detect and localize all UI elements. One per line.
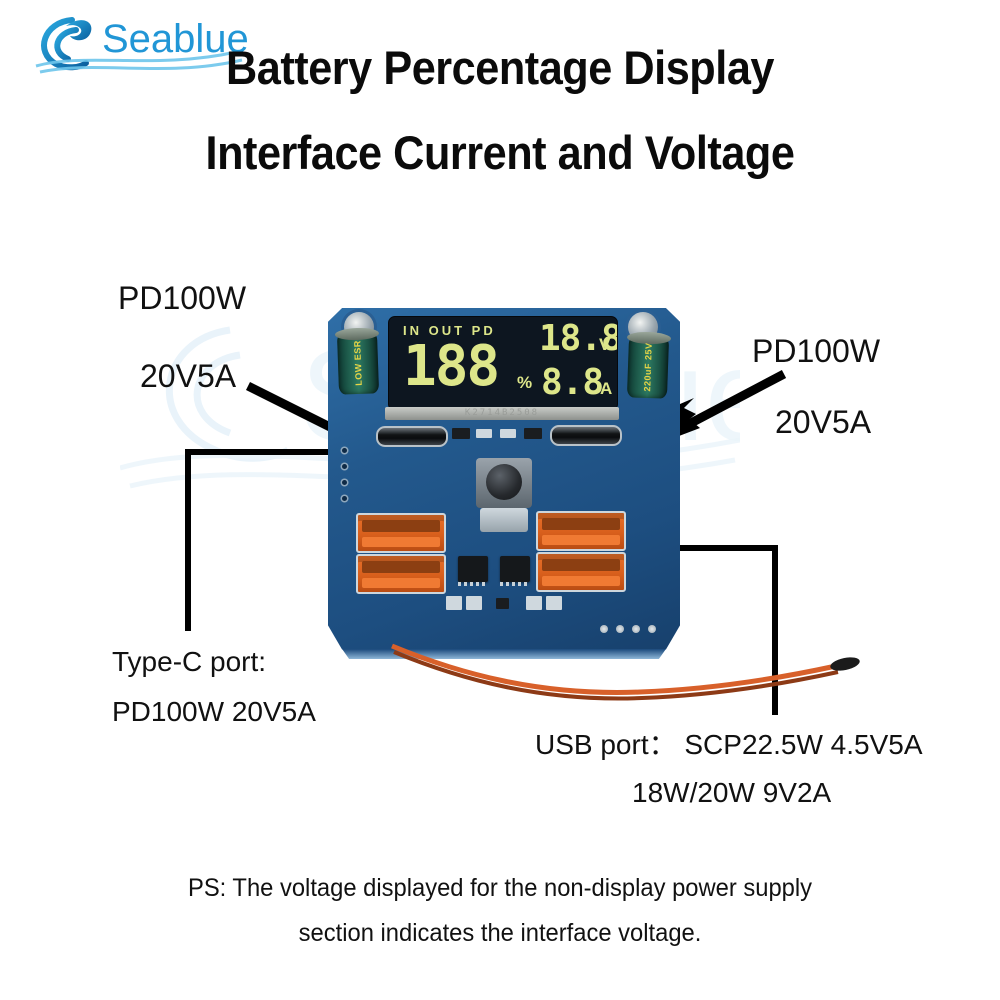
annotation-right-pd-power: PD100W [752,333,881,369]
test-pad-4 [648,625,656,633]
usb-a-port-left-bottom[interactable] [356,554,446,594]
capacitor-right-label: 220uF 25V [642,342,654,392]
lcd-voltage-value: 18.8 [539,318,618,359]
smd-part-3 [446,596,462,610]
usb-a-port-left-bottom-tongue [362,578,440,588]
smd-part-5 [496,598,509,609]
type-c-port-left[interactable] [376,426,448,447]
smd-part-4 [466,596,482,610]
lcd-mode-labels: IN OUT PD [403,323,496,338]
via-3 [342,480,347,485]
annotation-left-pd-spec: 20V5A [140,358,237,394]
lcd-display: IN OUT PD 188 % 18.8 V 8.8 A [388,316,618,411]
thermistor-probe [830,657,860,671]
note-line2: section indicates the interface voltage. [298,919,702,947]
smd-diode-2 [524,428,542,439]
smd-part-6 [526,596,542,610]
lcd-percent-unit: % [517,373,533,392]
lcd-current-unit: A [600,379,613,398]
usb-a-port-left-top-cavity [362,520,440,532]
ic-chip-2-pins [500,582,530,586]
lcd-voltage-unit: V [599,335,611,354]
brand-logo: Seablue [26,8,286,78]
usb-a-port-right-bottom-tongue [542,576,620,586]
inductor [480,508,528,532]
usb-a-port-right-top[interactable] [536,511,626,551]
brand-name: Seablue [102,17,249,61]
ic-chip-2 [500,556,530,586]
lcd-percent-value: 188 [403,334,500,399]
capacitor-right: 220uF 25V [626,331,672,399]
ic-chip-1 [458,556,488,586]
wave-icon: Seablue [35,17,249,74]
annotation-typec-spec: PD100W 20V5A [112,696,316,727]
smd-part-2 [500,429,516,438]
usb-a-port-left-bottom-cavity [362,561,440,573]
smd-diode-1 [452,428,470,439]
page-title-line1: Battery Percentage Display [225,41,775,94]
usb-a-port-right-top-tongue [542,535,620,545]
leader-line-usb-vertical [772,545,778,715]
test-pad-1 [600,625,608,633]
capacitor-left-label: LOW ESR [352,340,364,386]
product-pcb-board: LOW ESR 220uF 25V IN OUT PD 188 % 18.8 V… [328,308,680,659]
via-4 [342,496,347,501]
smd-part-7 [546,596,562,610]
usb-a-port-left-top[interactable] [356,513,446,553]
test-pad-2 [616,625,624,633]
page-title-line2: Interface Current and Voltage [205,126,795,179]
usb-a-port-left-top-tongue [362,537,440,547]
note-line1: PS: The voltage displayed for the non-di… [187,874,813,902]
annotation-right-pd-spec: 20V5A [775,404,872,440]
annotation-typec-title: Type-C port: [112,646,267,677]
via-1 [342,448,347,453]
lcd-current-value: 8.8 [541,362,604,403]
lcd-model-code: K2714B2508 [385,407,619,420]
capacitor-left: LOW ESR [334,327,380,395]
usb-a-port-right-bottom[interactable] [536,552,626,592]
ic-chip-1-pins [458,582,488,586]
via-2 [342,464,347,469]
leader-line-typec-vertical [185,449,191,631]
mode-button[interactable] [486,464,522,500]
smd-part-1 [476,429,492,438]
usb-a-port-right-top-cavity [542,518,620,530]
type-c-port-right[interactable] [550,425,622,446]
leader-line-usb-horizontal [660,545,778,551]
test-pad-3 [632,625,640,633]
pcb-bottom-edge [342,649,666,659]
leader-line-typec-horizontal [185,449,375,455]
usb-a-port-right-bottom-cavity [542,559,620,571]
annotation-left-pd-power: PD100W [118,280,247,316]
annotation-usb-spec: 18W/20W 9V2A [632,777,832,808]
annotation-usb-title: USB port： SCP22.5W 4.5V5A [535,729,923,760]
